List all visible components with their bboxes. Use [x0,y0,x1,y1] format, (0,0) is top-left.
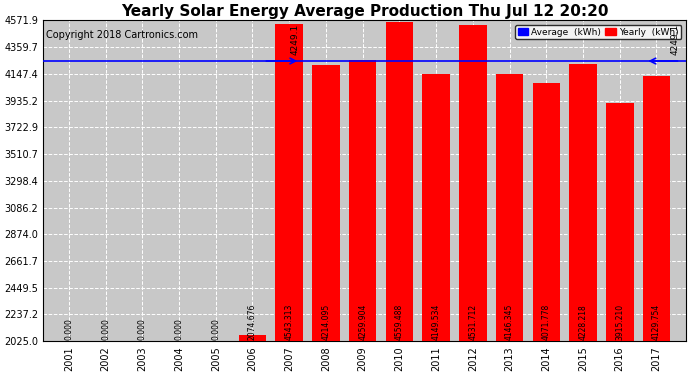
Text: 4146.345: 4146.345 [505,304,514,340]
Text: 0.000: 0.000 [138,318,147,340]
Text: 4129.754: 4129.754 [652,304,661,340]
Text: 4228.218: 4228.218 [578,304,587,340]
Title: Yearly Solar Energy Average Production Thu Jul 12 20:20: Yearly Solar Energy Average Production T… [121,4,609,19]
Bar [496,74,523,341]
Bar [459,26,486,341]
Text: 2074.676: 2074.676 [248,304,257,340]
Text: 4249.1: 4249.1 [670,24,680,56]
Text: 4071.778: 4071.778 [542,304,551,340]
Text: 0.000: 0.000 [175,318,184,340]
Bar [349,60,377,341]
Text: 4259.904: 4259.904 [358,304,367,340]
Bar [533,83,560,341]
Text: 4559.488: 4559.488 [395,304,404,340]
Bar [239,335,266,341]
Bar [386,22,413,341]
Text: 4249.1: 4249.1 [290,24,299,56]
Bar [569,64,597,341]
Text: Copyright 2018 Cartronics.com: Copyright 2018 Cartronics.com [46,30,198,40]
Text: 4531.712: 4531.712 [469,304,477,340]
Text: 0.000: 0.000 [211,318,220,340]
Bar [642,76,670,341]
Text: 4214.095: 4214.095 [322,304,331,340]
Text: 3915.210: 3915.210 [615,304,624,340]
Bar [606,103,633,341]
Legend: Average  (kWh), Yearly  (kWh): Average (kWh), Yearly (kWh) [515,25,681,39]
Text: 0.000: 0.000 [101,318,110,340]
Bar [275,24,303,341]
Text: 0.000: 0.000 [64,318,73,340]
Text: 4543.313: 4543.313 [285,304,294,340]
Bar [312,65,339,341]
Bar [422,74,450,341]
Text: 4149.534: 4149.534 [432,304,441,340]
